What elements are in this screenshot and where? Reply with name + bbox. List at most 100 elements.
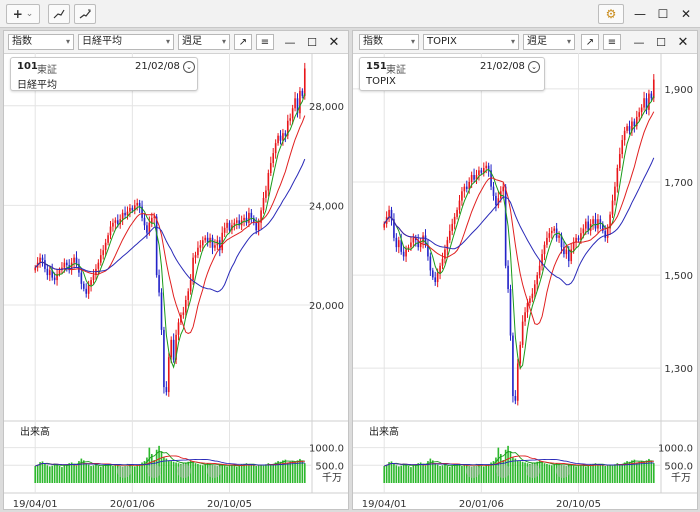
candle-body (388, 209, 390, 217)
volume-bar (133, 466, 136, 483)
candle-body (226, 222, 228, 228)
expand-chevron-icon[interactable]: ⌄ (528, 61, 540, 73)
scroll-nav-button[interactable] (526, 464, 540, 478)
scroll-nav-button[interactable] (147, 464, 161, 478)
panel-maximize-button[interactable]: ☐ (653, 34, 669, 50)
panel-minimize-button[interactable]: — (282, 34, 298, 50)
add-chart-button[interactable]: + ⌄ (6, 4, 40, 24)
candle-body (623, 130, 626, 141)
volume-bar (160, 451, 163, 483)
menu-lines-icon: ≡ (260, 36, 270, 48)
panel-close-button[interactable]: ✕ (326, 34, 342, 50)
window-close-button[interactable]: ✕ (676, 4, 696, 24)
volume-bar (414, 464, 417, 483)
volume-bar (645, 460, 648, 483)
scroll-nav-button[interactable] (207, 464, 221, 478)
y-axis-tick-label: 1,300 (664, 364, 693, 375)
volume-bar (553, 464, 556, 483)
menu-button[interactable]: ≡ (603, 34, 621, 50)
scroll-nav-button[interactable] (496, 464, 510, 478)
window-maximize-button[interactable]: ☐ (653, 4, 673, 24)
y-axis-tick-label: 24,000 (309, 201, 344, 212)
candle-body (519, 344, 522, 364)
candle-body (614, 186, 616, 201)
candle-body (441, 258, 444, 266)
panel-maximize-button[interactable]: ☐ (304, 34, 320, 50)
price-chart[interactable]: 28,000 24,000 20,000 1000.0 500.0千万 19/04/01 2… (4, 53, 348, 509)
symbol-select[interactable]: TOPIX ▾ (423, 34, 519, 50)
candle-body (606, 228, 609, 238)
period-select[interactable]: 週足 ▾ (178, 34, 230, 50)
volume-bar (631, 460, 633, 483)
candle-body (611, 200, 614, 215)
candle-body (453, 216, 456, 224)
candle-body (170, 339, 173, 358)
candle-body (524, 312, 526, 322)
candle-body (133, 205, 136, 211)
volume-bar (541, 462, 543, 483)
volume-bar (444, 464, 446, 483)
panel-minimize-button[interactable]: — (631, 34, 647, 50)
popout-button[interactable]: ↗ (581, 34, 599, 50)
scroll-nav-button[interactable] (177, 464, 191, 478)
volume-bar (611, 465, 614, 483)
candle-body (638, 112, 641, 117)
expand-chevron-icon[interactable]: ⌄ (183, 61, 195, 73)
candle-body (645, 98, 648, 110)
candle-body (582, 228, 585, 234)
trend-line-alt-button[interactable] (74, 4, 96, 24)
candle-body (444, 249, 446, 259)
candle-body (114, 220, 117, 223)
candle-body (417, 240, 420, 248)
volume-bar (211, 464, 214, 483)
volume-bar (560, 464, 563, 483)
volume-bar (546, 463, 548, 483)
candle-body (167, 357, 170, 393)
index-type-select[interactable]: 指数 ▾ (8, 34, 74, 50)
volume-bar (221, 464, 224, 483)
scroll-nav-button[interactable] (556, 464, 570, 478)
candle-body (218, 240, 221, 251)
period-select[interactable]: 週足 ▾ (523, 34, 575, 50)
scroll-nav-button[interactable] (466, 464, 480, 478)
x-axis-tick-label: 19/04/01 (13, 499, 58, 509)
candle-body (187, 291, 190, 300)
volume-bar (635, 462, 638, 483)
volume-bar (614, 464, 616, 483)
candle-body (303, 68, 306, 96)
candle-body (541, 254, 543, 266)
volume-bar (456, 463, 458, 483)
volume-bar (136, 465, 139, 483)
volume-label: 出来高 (369, 425, 399, 438)
candle-body (92, 275, 95, 281)
trend-line-button[interactable] (48, 4, 70, 24)
volume-bar (446, 466, 449, 483)
volume-bar (126, 463, 129, 483)
candle-body (182, 312, 185, 315)
menu-button[interactable]: ≡ (256, 34, 274, 50)
candle-body (463, 186, 466, 192)
panel-close-button[interactable]: ✕ (675, 34, 691, 50)
candle-body (121, 212, 124, 220)
candle-body (124, 212, 126, 216)
volume-bar (599, 465, 602, 483)
candle-body (424, 235, 427, 245)
minimize-icon: — (633, 35, 645, 49)
scroll-nav-button[interactable] (117, 464, 131, 478)
volume-bar (163, 457, 165, 483)
candle-body (434, 277, 437, 283)
volume-bar (628, 461, 631, 483)
volume-bar (616, 463, 619, 483)
volume-bar (63, 465, 66, 483)
settings-button[interactable]: ⚙ (598, 4, 624, 24)
volume-bar (51, 465, 54, 483)
period-value: 週足 (182, 36, 202, 47)
symbol-select[interactable]: 日経平均 ▾ (78, 34, 174, 50)
volume-bar (189, 461, 192, 483)
price-chart[interactable]: 1,900 1,700 1,500 1,300 1000.0 500.0千万 19/04/0… (353, 53, 697, 509)
volume-bar (633, 459, 636, 483)
popout-button[interactable]: ↗ (234, 34, 252, 50)
candle-body (87, 285, 90, 294)
window-minimize-button[interactable]: — (630, 4, 650, 24)
index-type-select[interactable]: 指数 ▾ (359, 34, 419, 50)
